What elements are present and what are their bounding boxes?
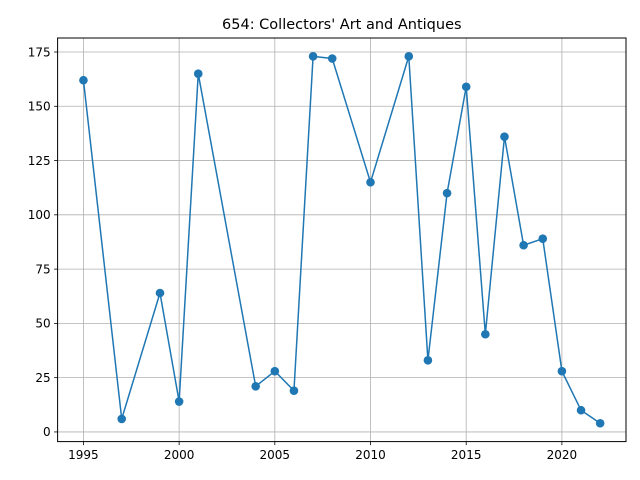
data-point	[423, 355, 433, 365]
data-point	[442, 188, 452, 198]
x-tick-label: 2015	[451, 448, 482, 462]
x-tick-label: 1995	[68, 448, 99, 462]
data-point	[193, 69, 203, 79]
series-layer	[79, 52, 605, 428]
data-point	[117, 414, 127, 424]
x-tick-label: 2020	[547, 448, 578, 462]
x-axis-ticks: 1995 2000 2005 2010 2015 2020	[68, 441, 578, 462]
data-point	[538, 234, 548, 244]
data-point	[327, 54, 337, 63]
x-tick-label: 2000	[164, 448, 195, 462]
data-point	[519, 240, 528, 250]
y-tick-label: 175	[28, 45, 51, 59]
y-tick-label: 25	[35, 371, 50, 385]
data-point	[174, 397, 184, 406]
data-point	[270, 366, 280, 376]
data-point	[155, 288, 165, 298]
data-point	[481, 329, 490, 339]
y-tick-label: 100	[28, 208, 51, 222]
data-point	[366, 177, 375, 187]
y-gridlines	[57, 51, 626, 433]
chart-title: 654: Collectors' Art and Antiques	[222, 17, 462, 33]
data-point	[79, 75, 88, 85]
data-point	[576, 405, 586, 415]
data-point	[595, 418, 605, 428]
data-point	[461, 82, 471, 92]
plot-area-frame	[57, 37, 627, 443]
data-point	[404, 52, 414, 61]
data-point	[251, 382, 260, 391]
data-point	[308, 52, 318, 61]
y-tick-label: 50	[35, 317, 50, 331]
data-point	[557, 366, 567, 376]
y-tick-label: 0	[43, 425, 51, 439]
y-tick-label: 125	[28, 154, 51, 168]
x-tick-label: 2005	[260, 448, 291, 462]
series-line	[82, 55, 601, 424]
y-tick-label: 75	[35, 262, 50, 276]
data-point	[500, 132, 509, 141]
data-point	[289, 386, 299, 395]
x-tick-label: 2010	[355, 448, 386, 462]
y-axis-ticks: 0 25 50 75 100 125 150 175	[28, 45, 58, 439]
y-tick-label: 150	[28, 100, 51, 114]
